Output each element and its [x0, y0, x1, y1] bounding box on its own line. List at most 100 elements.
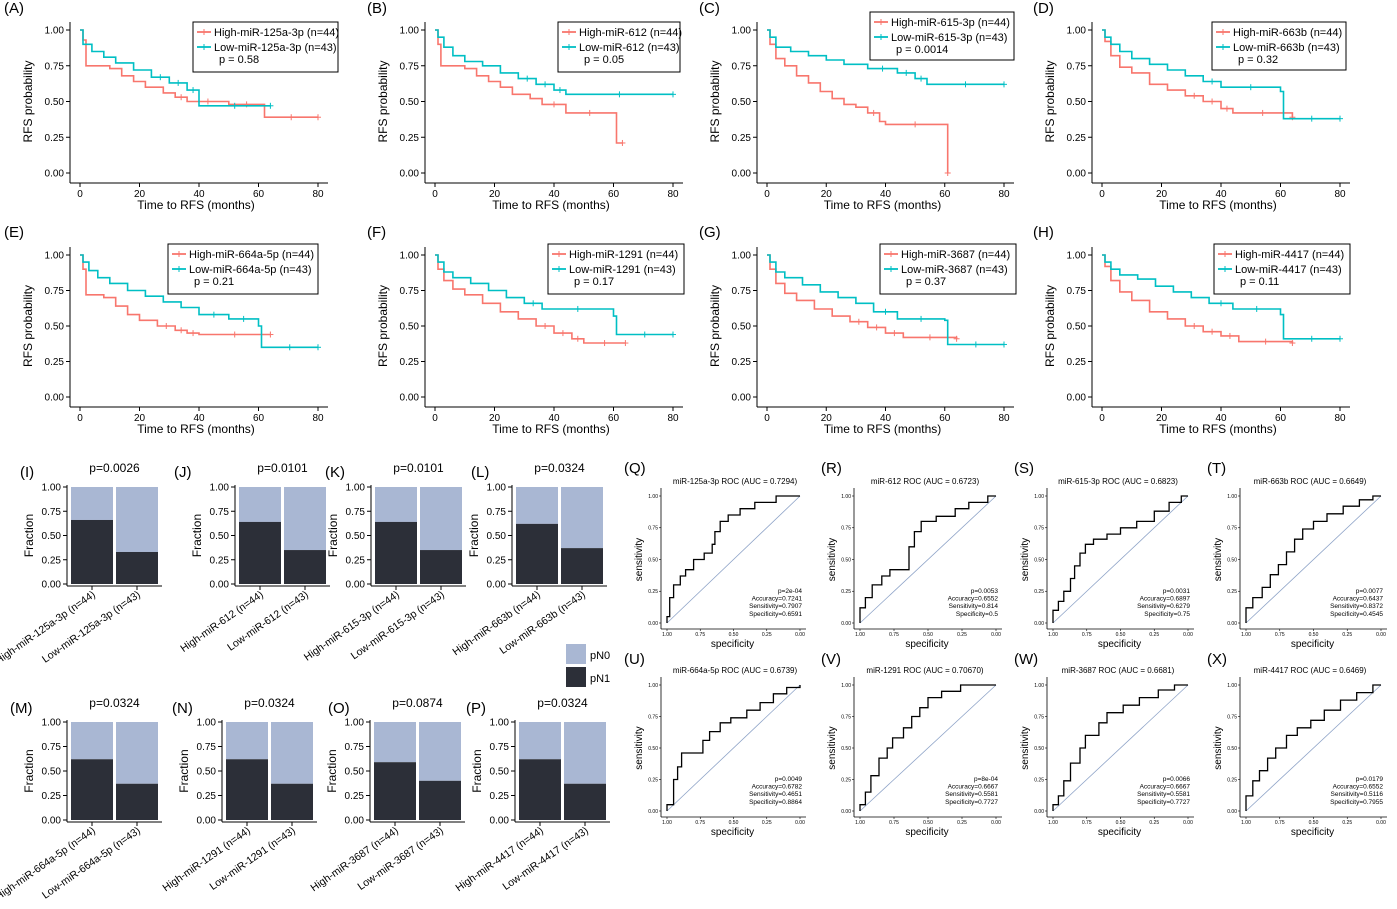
- chart-title: miR-615-3p ROC (AUC = 0.6823): [1058, 477, 1178, 486]
- roc-stat: p=0.0031: [1163, 588, 1191, 595]
- y-tick-label: 0.75: [841, 526, 851, 532]
- x-tick-label: 0.25: [1149, 820, 1159, 826]
- roc-stat: p=8e-04: [974, 776, 998, 783]
- panel-letter: (H): [1033, 224, 1054, 241]
- roc-stat: p=0.0179: [1356, 776, 1384, 783]
- roc-stat: Sensitivity=0.8372: [1330, 603, 1383, 610]
- y-tick-label: 1.00: [42, 718, 62, 729]
- legend-label: High-miR-663b (n=44): [1233, 27, 1342, 39]
- km-panel: 0.00 0.25 0.50 0.75 1.00 0 20 40 60 80 Time to RFS…: [1033, 0, 1350, 212]
- bar-pN0: [71, 722, 113, 760]
- roc-stat: Sensitivity=0.6279: [1137, 603, 1190, 610]
- x-tick-label: 80: [667, 413, 679, 424]
- roc-curve: [1245, 495, 1381, 623]
- roc-stat: p=2e-04: [778, 588, 802, 595]
- diagonal-reference: [1245, 495, 1382, 624]
- y-tick-label: 0.50: [400, 97, 420, 108]
- p-value: p = 0.11: [1240, 276, 1279, 288]
- diagonal-reference: [666, 495, 801, 624]
- legend-box: [869, 11, 1015, 61]
- legend-label: High-miR-125a-3p (n=44): [214, 27, 339, 39]
- y-tick-label: 0.75: [1067, 286, 1087, 297]
- x-axis-title: specificity: [711, 639, 754, 650]
- x-tick-label: 0.00: [991, 632, 1001, 638]
- y-axis-title: RFS probability: [21, 285, 35, 367]
- panel-letter: (G): [699, 224, 721, 241]
- x-tick-label: 0.50: [1309, 632, 1319, 638]
- bar-pN1: [71, 519, 113, 584]
- legend-swatch-pN1: [566, 667, 586, 687]
- y-tick-label: 0.25: [42, 555, 62, 566]
- y-tick-label: 0.00: [732, 169, 752, 180]
- x-tick-label: 80: [667, 189, 679, 200]
- x-axis-title: specificity: [711, 827, 754, 838]
- x-tick-label: 0.50: [1309, 820, 1319, 826]
- x-tick-label: 80: [312, 189, 324, 200]
- x-tick-label: 0.00: [991, 820, 1001, 826]
- high-curve: [1102, 29, 1294, 118]
- y-tick-label: 0.75: [400, 286, 420, 297]
- x-tick-label: 20: [489, 413, 501, 424]
- x-tick-label: 80: [998, 189, 1010, 200]
- roc-stat: Specificity=0.7727: [1137, 799, 1190, 806]
- panel-letter: (S): [1014, 460, 1034, 477]
- y-tick-label: 1.00: [1227, 494, 1237, 500]
- x-tick-label: 60: [939, 413, 951, 424]
- panel-letter: (I): [20, 464, 34, 481]
- y-tick-label: 0.25: [345, 791, 365, 802]
- x-tick-label: 0.75: [889, 820, 899, 826]
- y-axis-title: RFS probability: [1043, 285, 1057, 367]
- high-curve: [80, 254, 271, 336]
- bar-pN0: [226, 722, 268, 760]
- roc-stat: Specificity=0.7955: [1330, 799, 1383, 806]
- low-curve: [767, 29, 1004, 86]
- roc-stat: Specificity=0.7727: [945, 799, 998, 806]
- high-curve: [435, 29, 623, 144]
- x-tick-label: 0.25: [1342, 820, 1352, 826]
- panel-letter: (P): [466, 700, 486, 717]
- y-tick-label: 0.00: [345, 816, 365, 827]
- panel-letter: (O): [328, 700, 350, 717]
- y-axis-title: Fraction: [470, 749, 484, 792]
- y-tick-label: 1.00: [42, 483, 62, 494]
- panel-letter: (M): [10, 700, 33, 717]
- bar-pN0: [116, 722, 158, 784]
- high-curve: [767, 29, 949, 173]
- high-curve: [80, 29, 318, 118]
- p-value: p = 0.37: [906, 276, 946, 288]
- chart-title: miR-612 ROC (AUC = 0.6723): [871, 477, 980, 486]
- x-tick-label: 0: [432, 189, 438, 200]
- roc-panel: 0.00 0.25 0.50 0.75 1.00 1.00 0.75 0.50 0.25 0.00…: [1207, 460, 1387, 650]
- bar-panel: 0.00 0.25 0.50 0.75 1.00 Fraction High-miR-663…: [451, 461, 607, 658]
- roc-stat: p=0.0077: [1356, 588, 1384, 595]
- panel-letter: (U): [624, 651, 645, 668]
- roc-stat: Accuracy=0.6552: [948, 596, 999, 603]
- x-tick-label: 60: [253, 189, 265, 200]
- x-tick-label: 40: [193, 413, 205, 424]
- x-tick-label: 80: [998, 413, 1010, 424]
- bar-pN1: [116, 551, 158, 584]
- panel-letter: (A): [4, 0, 24, 17]
- y-tick-label: 0.50: [490, 767, 510, 778]
- roc-panel: 0.00 0.25 0.50 0.75 1.00 1.00 0.75 0.50 0.25 0.00…: [1014, 651, 1194, 838]
- bar-pN0: [271, 722, 313, 784]
- roc-stat: Sensitivity=0.4651: [749, 791, 802, 798]
- x-tick-label: 60: [1275, 413, 1287, 424]
- y-axis-title: RFS probability: [376, 60, 390, 142]
- bar-pN1: [561, 548, 603, 584]
- y-axis-title: RFS probability: [1043, 60, 1057, 142]
- y-axis-title: RFS probability: [376, 285, 390, 367]
- bar-panel: 0.00 0.25 0.50 0.75 1.00 Fraction High-miR-612…: [174, 461, 330, 655]
- y-tick-label: 0.75: [648, 526, 658, 532]
- bar-panel: 0.000.250.500.751.00FractionHigh-miR-664…: [0, 696, 162, 903]
- y-tick-label: 0.25: [1227, 777, 1237, 783]
- p-value: p = 0.58: [219, 54, 259, 66]
- y-axis-title: Fraction: [22, 749, 36, 792]
- roc-panel: 0.00 0.25 0.50 0.75 1.00 1.00 0.75 0.50 0.25 0.00…: [624, 651, 806, 838]
- roc-stat: Accuracy=0.7241: [752, 596, 803, 603]
- y-tick-label: 0.50: [45, 97, 65, 108]
- x-tick-label: High-miR-4417 (n=44): [454, 825, 546, 895]
- roc-stat: Specificity=0.8864: [749, 799, 802, 806]
- bar-pN0: [419, 722, 461, 781]
- y-tick-label: 0.00: [400, 169, 420, 180]
